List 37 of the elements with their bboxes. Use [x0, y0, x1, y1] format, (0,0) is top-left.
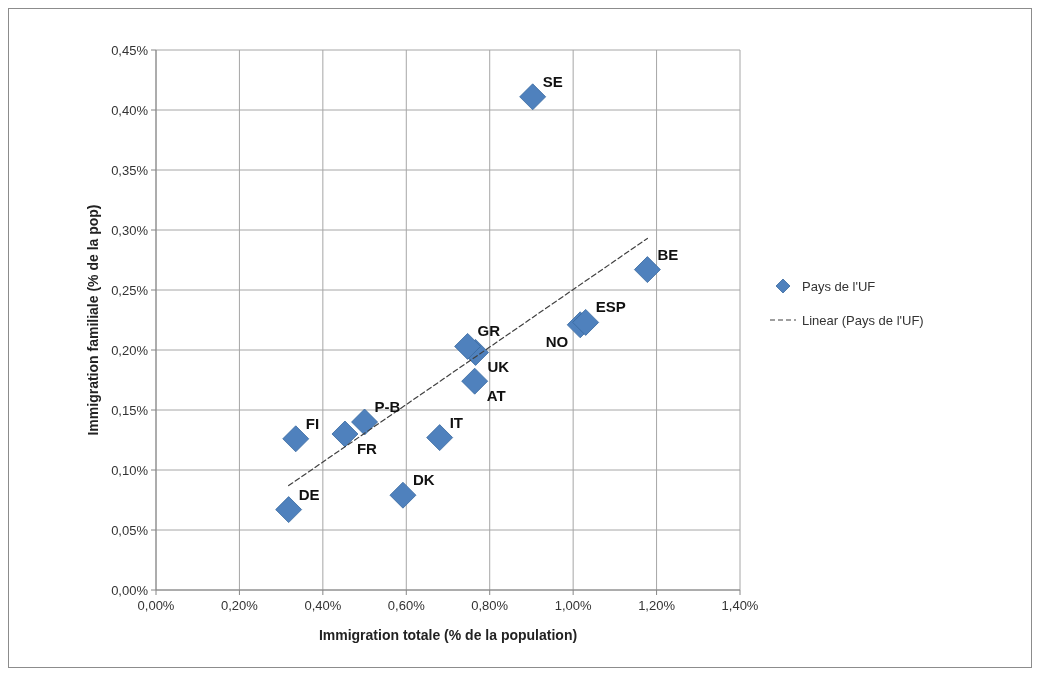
annotation: SE: [542, 72, 563, 90]
annotation: NO: [545, 332, 569, 350]
x-tick-label: 0,20%: [220, 598, 259, 613]
x-tick-label: 0,00%: [137, 598, 175, 613]
x-tick-label: 1,20%: [638, 598, 676, 613]
x-tick-label: 0,60%: [387, 598, 426, 613]
legend-label: Pays de l'UF: [802, 279, 876, 294]
point: [331, 420, 359, 448]
annotation: FR: [356, 440, 378, 457]
y-tick-label: 0,25%: [111, 282, 149, 298]
annotation: GR: [477, 322, 501, 340]
y-tick-label: 0,15%: [111, 402, 149, 418]
x-tick-label: 0,40%: [304, 598, 342, 613]
x-axis-title: Immigration totale (% de la population): [318, 627, 578, 643]
x-tick-label: 0,80%: [471, 598, 509, 613]
annotation: DE: [298, 485, 320, 503]
x-tick-label: 1,40%: [721, 598, 759, 613]
x-tick-label: 1,00%: [554, 598, 593, 613]
annotation: ESP: [595, 298, 626, 316]
annotation: IT: [449, 413, 463, 431]
y-tick-label: 0,35%: [111, 162, 149, 178]
annotation: AT: [486, 387, 506, 405]
y-tick-label: 0,40%: [111, 102, 149, 118]
annotation: P-B: [374, 398, 401, 415]
annotation: FI: [305, 414, 320, 432]
y-tick-label: 0,05%: [111, 522, 149, 538]
point: [461, 367, 489, 395]
annotation: DK: [412, 471, 435, 489]
y-tick-label: 0,00%: [111, 582, 149, 598]
y-axis-title: Immigration familiale (% de la pop): [85, 204, 101, 436]
y-tick-label: 0,45%: [111, 42, 149, 58]
y-tick-label: 0,10%: [111, 462, 149, 478]
annotation: UK: [487, 358, 510, 376]
y-tick-label: 0,20%: [111, 342, 149, 358]
annotation: BE: [657, 245, 679, 263]
y-tick-label: 0,30%: [111, 222, 149, 238]
legend-label: Linear (Pays de l'UF): [802, 313, 924, 328]
